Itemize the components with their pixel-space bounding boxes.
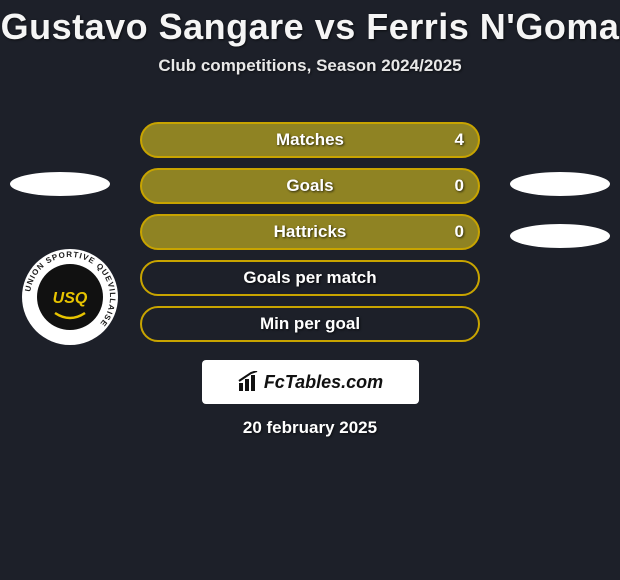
stat-label: Hattricks (274, 222, 347, 242)
stats-rows: Matches 4 Goals 0 Hattricks 0 Goals per match M… (140, 122, 480, 342)
brand-name: FcTables.com (264, 372, 383, 393)
stat-label: Matches (276, 130, 344, 150)
stat-row-hattricks: Hattricks 0 (140, 214, 480, 250)
stat-label: Goals per match (243, 268, 376, 288)
page-subtitle: Club competitions, Season 2024/2025 (0, 56, 620, 76)
crest-monogram: USQ (53, 290, 88, 307)
snapshot-date: 20 february 2025 (0, 418, 620, 438)
stat-value: 4 (455, 130, 464, 150)
brand-box: FcTables.com (202, 360, 419, 404)
player-left-club-crest: UNION SPORTIVE QUEVILLAISE USQ (20, 247, 120, 347)
stat-row-matches: Matches 4 (140, 122, 480, 158)
stat-row-goals: Goals 0 (140, 168, 480, 204)
page-title: Gustavo Sangare vs Ferris N'Goma (0, 0, 620, 48)
player-left-photo-placeholder (10, 172, 110, 196)
stat-row-min-per-goal: Min per goal (140, 306, 480, 342)
player-right-crest-placeholder (510, 224, 610, 248)
bar-chart-icon (237, 371, 261, 393)
stat-value: 0 (455, 222, 464, 242)
player-right-photo-placeholder (510, 172, 610, 196)
stat-label: Goals (286, 176, 333, 196)
stat-value: 0 (455, 176, 464, 196)
stat-row-goals-per-match: Goals per match (140, 260, 480, 296)
stat-label: Min per goal (260, 314, 360, 334)
club-crest-icon: UNION SPORTIVE QUEVILLAISE USQ (20, 247, 120, 347)
comparison-area: UNION SPORTIVE QUEVILLAISE USQ Matches 4 G… (0, 122, 620, 438)
